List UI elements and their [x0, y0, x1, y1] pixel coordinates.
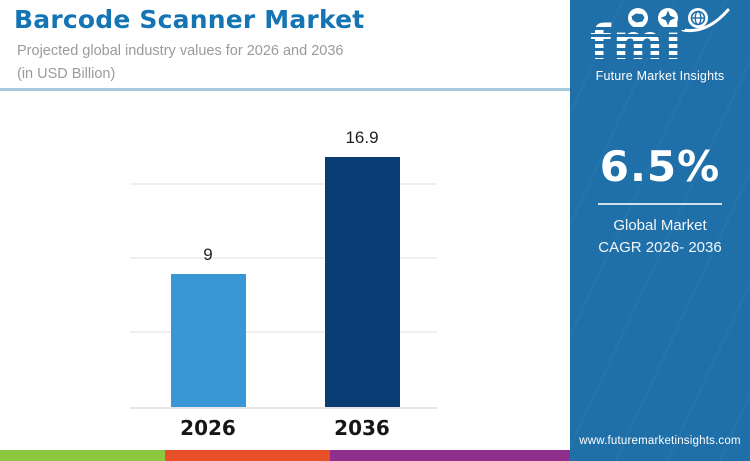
website-url: www.futuremarketinsights.com [579, 435, 741, 447]
header-divider [0, 88, 570, 91]
plot-area: 9 2026 16.9 2036 [130, 113, 437, 440]
page-title: Barcode Scanner Market [14, 5, 365, 34]
bar-value-label-2036: 16.9 [345, 128, 379, 147]
stat-divider [598, 203, 722, 205]
gridline-5 [130, 331, 437, 333]
x-axis-label-2036: 2036 [334, 416, 390, 440]
cagr-value: 6.5% [599, 142, 721, 191]
fmi-logo: fmi Future Market Insights [587, 7, 730, 83]
stripe-purple [330, 450, 570, 461]
x-axis-label-2026: 2026 [180, 416, 236, 440]
globe-icon [688, 8, 708, 28]
gridline-10 [130, 257, 437, 259]
stripe-green [0, 450, 165, 461]
gridline-15 [130, 183, 437, 185]
page-subtitle: Projected global industry values for 202… [17, 40, 497, 86]
bar-2026 [170, 274, 246, 407]
bar-value-label-2026: 9 [203, 245, 213, 264]
cagr-stat: 6.5% Global Market CAGR 2026- 2036 [570, 142, 750, 259]
subtitle-line-2: (in USD Billion) [17, 66, 116, 82]
logo-tagline: Future Market Insights [595, 69, 725, 83]
bar-2036 [324, 157, 400, 407]
cagr-label-line-1: Global Market [613, 217, 707, 234]
stripe-orange [165, 450, 330, 461]
logo-wordmark: fmi [587, 15, 686, 71]
brand-sidebar: fmi Future Market Insights 6.5% Global M… [570, 0, 750, 461]
cagr-label: Global Market CAGR 2026- 2036 [570, 215, 750, 259]
swoosh [681, 8, 730, 33]
subtitle-line-1: Projected global industry values for 202… [17, 43, 344, 59]
cagr-label-line-2: CAGR 2026- 2036 [598, 239, 722, 256]
footer-stripe [0, 450, 570, 461]
